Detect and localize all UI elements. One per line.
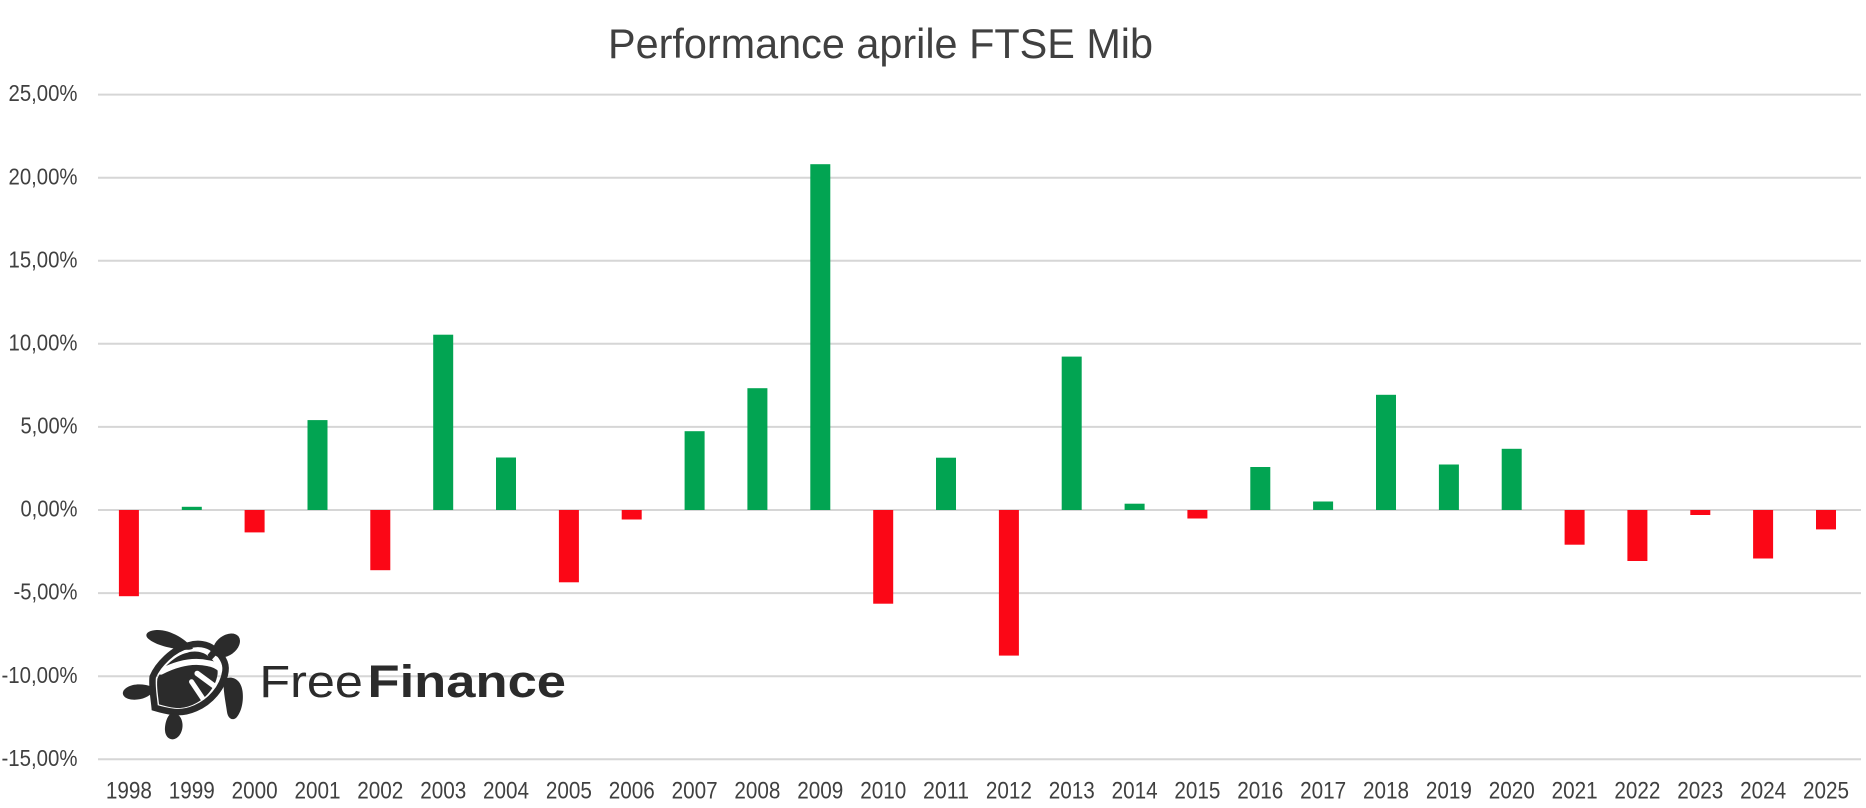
svg-text:2022: 2022	[1614, 777, 1660, 804]
svg-text:2017: 2017	[1300, 777, 1346, 804]
svg-text:2020: 2020	[1489, 777, 1535, 804]
svg-text:2018: 2018	[1363, 777, 1409, 804]
svg-text:1998: 1998	[106, 777, 152, 804]
svg-text:Performance aprile FTSE Mib: Performance aprile FTSE Mib	[608, 20, 1153, 67]
svg-text:2011: 2011	[923, 777, 969, 804]
svg-text:2015: 2015	[1174, 777, 1220, 804]
svg-text:Finance: Finance	[368, 656, 567, 707]
svg-text:2009: 2009	[797, 777, 843, 804]
svg-text:2023: 2023	[1677, 777, 1723, 804]
svg-text:-15,00%: -15,00%	[2, 745, 78, 771]
svg-text:2004: 2004	[483, 777, 529, 804]
svg-text:2024: 2024	[1740, 777, 1786, 804]
svg-text:20,00%: 20,00%	[9, 163, 78, 189]
svg-text:2016: 2016	[1237, 777, 1283, 804]
svg-text:2007: 2007	[672, 777, 718, 804]
svg-text:2010: 2010	[860, 777, 906, 804]
svg-text:2002: 2002	[357, 777, 403, 804]
svg-text:2000: 2000	[232, 777, 278, 804]
svg-text:-10,00%: -10,00%	[2, 662, 78, 688]
svg-text:2019: 2019	[1426, 777, 1472, 804]
svg-text:2008: 2008	[734, 777, 780, 804]
svg-text:2014: 2014	[1112, 777, 1158, 804]
svg-text:2021: 2021	[1552, 777, 1598, 804]
svg-text:-5,00%: -5,00%	[14, 579, 78, 605]
svg-text:5,00%: 5,00%	[21, 413, 78, 439]
svg-text:25,00%: 25,00%	[9, 80, 78, 106]
svg-text:2025: 2025	[1803, 777, 1849, 804]
svg-text:2013: 2013	[1049, 777, 1095, 804]
svg-text:1999: 1999	[169, 777, 215, 804]
svg-text:Free: Free	[259, 656, 363, 707]
svg-text:0,00%: 0,00%	[21, 496, 78, 522]
svg-text:2005: 2005	[546, 777, 592, 804]
svg-text:2001: 2001	[295, 777, 341, 804]
svg-text:15,00%: 15,00%	[9, 246, 78, 272]
svg-text:2006: 2006	[609, 777, 655, 804]
svg-text:2003: 2003	[420, 777, 466, 804]
svg-text:2012: 2012	[986, 777, 1032, 804]
svg-text:10,00%: 10,00%	[9, 329, 78, 355]
